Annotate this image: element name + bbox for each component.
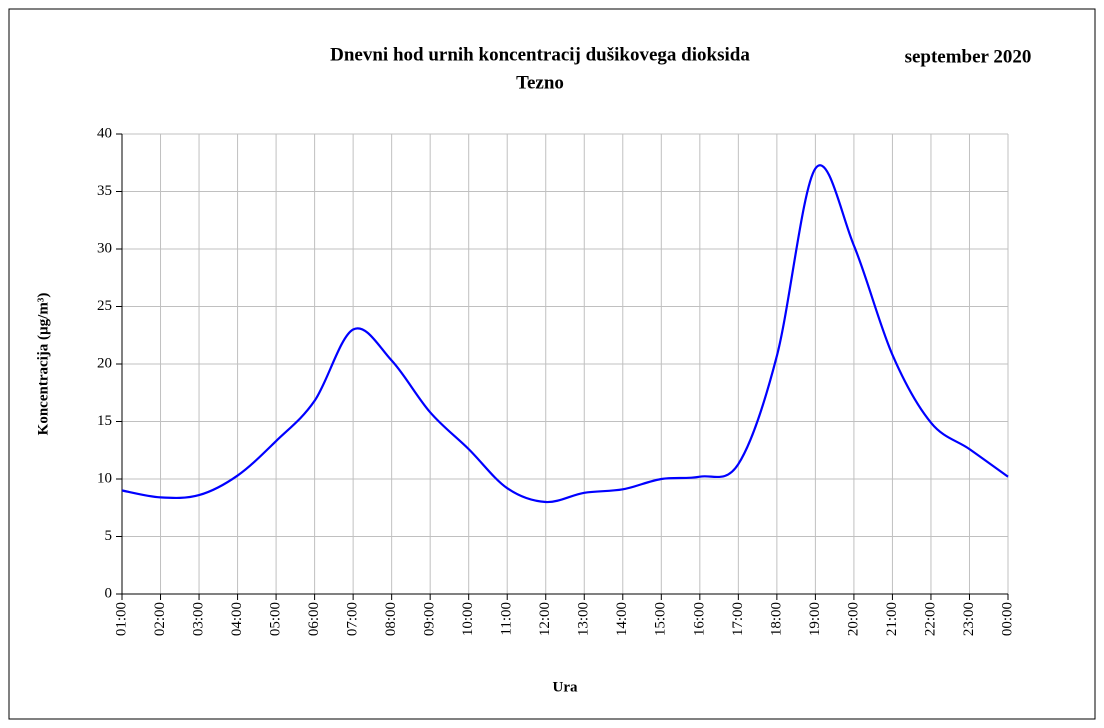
period-label: september 2020 [905,46,1032,67]
x-tick-label: 13:00 [576,602,592,636]
y-tick-label: 30 [97,240,112,256]
y-tick-label: 15 [97,413,112,429]
x-tick-label: 18:00 [768,602,784,636]
x-tick-label: 04:00 [229,602,245,636]
x-tick-label: 23:00 [961,602,977,636]
x-tick-label: 20:00 [845,602,861,636]
x-tick-label: 03:00 [190,602,206,636]
x-tick-label: 16:00 [691,602,707,636]
x-tick-label: 15:00 [653,602,669,636]
y-tick-label: 10 [97,470,112,486]
x-tick-label: 05:00 [268,602,284,636]
y-tick-label: 35 [97,183,112,199]
y-axis-label: Koncentracija (µg/m³) [35,293,51,436]
x-tick-label: 12:00 [537,602,553,636]
x-tick-label: 09:00 [422,602,438,636]
y-tick-label: 20 [97,355,112,371]
x-tick-label: 19:00 [807,602,823,636]
x-tick-label: 06:00 [306,602,322,636]
x-tick-label: 10:00 [460,602,476,636]
chart-border [8,8,1096,720]
x-tick-label: 11:00 [499,602,515,636]
x-tick-label: 14:00 [614,602,630,636]
y-tick-label: 5 [105,528,113,544]
chart-subtitle: Tezno [516,72,564,93]
x-tick-label: 22:00 [922,602,938,636]
x-tick-label: 21:00 [884,602,900,636]
y-tick-label: 40 [97,125,112,141]
x-tick-label: 02:00 [152,602,168,636]
data-line [121,164,1009,504]
x-tick-label: 17:00 [730,602,746,636]
x-tick-label: 01:00 [113,602,129,636]
y-tick-label: 25 [97,298,112,314]
x-axis-label: Ura [553,679,578,695]
x-tick-label: 08:00 [383,602,399,636]
y-tick-label: 0 [105,585,113,601]
x-tick-label: 00:00 [999,602,1015,636]
x-tick-label: 07:00 [345,602,361,636]
chart-title: Dnevni hod urnih koncentracij dušikovega… [330,44,750,65]
